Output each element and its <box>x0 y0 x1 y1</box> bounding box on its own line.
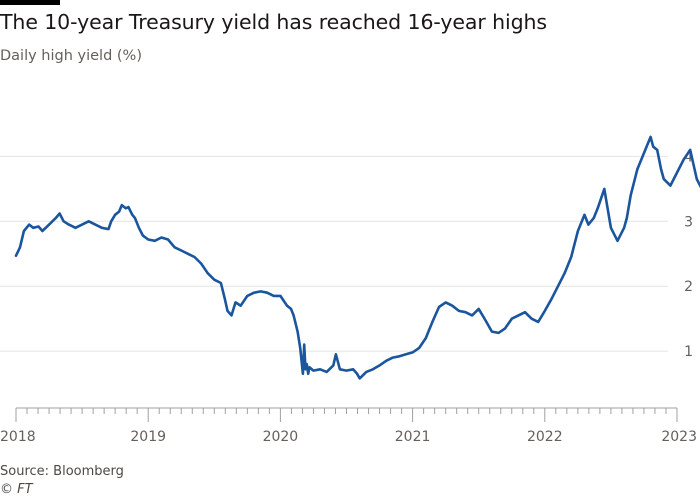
x-tick-label: 2020 <box>263 429 299 445</box>
y-tick-label: 1 <box>684 344 693 360</box>
x-axis: 2018 2019 2020 2021 2022 2023 <box>0 407 697 445</box>
gridlines <box>0 155 668 352</box>
source-note: Source: Bloomberg <box>0 464 124 479</box>
chart-subtitle: Daily high yield (%) <box>0 48 142 64</box>
y-axis-labels: 1 2 3 4 <box>684 149 693 360</box>
series-line-yield <box>14 135 700 380</box>
y-tick-label: 3 <box>684 214 693 230</box>
x-tick-label: 2023 <box>661 429 697 445</box>
x-tick-label: 2022 <box>527 429 563 445</box>
brand-bar <box>0 0 60 5</box>
x-tick-label: 2018 <box>0 429 36 445</box>
line-chart: 2018 2019 2020 2021 2022 2023 1 2 3 4 <box>0 135 700 445</box>
y-tick-label: 4 <box>684 149 693 165</box>
y-tick-label: 2 <box>684 279 693 295</box>
x-tick-label: 2021 <box>395 429 431 445</box>
x-tick-label: 2019 <box>130 429 166 445</box>
chart-title: The 10-year Treasury yield has reached 1… <box>0 10 547 34</box>
ft-credit: © FT <box>0 482 33 497</box>
